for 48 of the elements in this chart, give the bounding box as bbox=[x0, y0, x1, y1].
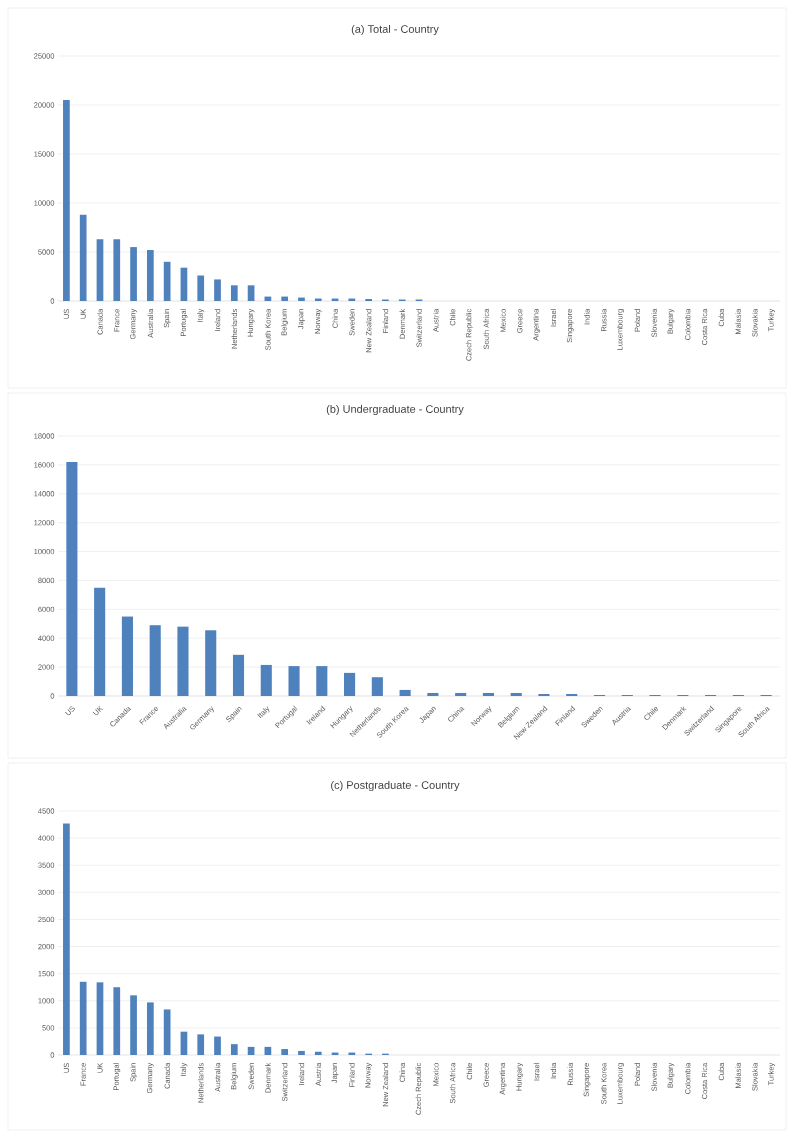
bar bbox=[298, 1050, 305, 1055]
bar bbox=[177, 626, 189, 696]
bar bbox=[79, 981, 87, 1055]
bar bbox=[146, 1002, 154, 1055]
bar bbox=[214, 1036, 221, 1055]
bar bbox=[163, 261, 171, 301]
bar bbox=[281, 1049, 289, 1055]
bar bbox=[316, 666, 328, 696]
bar bbox=[214, 279, 221, 301]
bar bbox=[399, 689, 411, 696]
bar bbox=[63, 823, 70, 1055]
bar bbox=[94, 587, 106, 696]
chart-title: (c) Postgraduate - Country bbox=[331, 780, 460, 792]
bar bbox=[455, 692, 467, 696]
bar bbox=[96, 239, 104, 301]
bar bbox=[344, 672, 356, 696]
bar bbox=[66, 461, 78, 696]
chart-title: (b) Undergraduate - Country bbox=[326, 404, 464, 416]
bar bbox=[230, 1044, 238, 1055]
bar bbox=[232, 654, 245, 696]
chart-title: (a) Total - Country bbox=[351, 24, 439, 36]
bar bbox=[146, 250, 154, 301]
bar bbox=[63, 100, 70, 301]
bar bbox=[121, 616, 133, 696]
bar bbox=[288, 666, 300, 696]
bar bbox=[96, 982, 104, 1055]
bar bbox=[130, 995, 137, 1055]
bar bbox=[79, 214, 87, 301]
bar bbox=[314, 1051, 322, 1055]
bar bbox=[566, 693, 578, 696]
bar bbox=[197, 1034, 205, 1055]
bar bbox=[113, 987, 121, 1055]
bar bbox=[113, 239, 121, 301]
bar bbox=[427, 692, 439, 696]
bar bbox=[247, 285, 255, 301]
bar bbox=[371, 677, 383, 696]
bar bbox=[298, 297, 305, 301]
bar bbox=[149, 625, 161, 696]
bar bbox=[130, 247, 137, 301]
bar bbox=[482, 692, 494, 696]
bar bbox=[230, 285, 238, 301]
bar bbox=[205, 630, 217, 696]
bar bbox=[197, 275, 205, 301]
bar bbox=[510, 692, 522, 696]
bar bbox=[538, 693, 550, 696]
bar bbox=[260, 664, 272, 696]
bar bbox=[281, 296, 289, 301]
bar bbox=[163, 1009, 171, 1055]
